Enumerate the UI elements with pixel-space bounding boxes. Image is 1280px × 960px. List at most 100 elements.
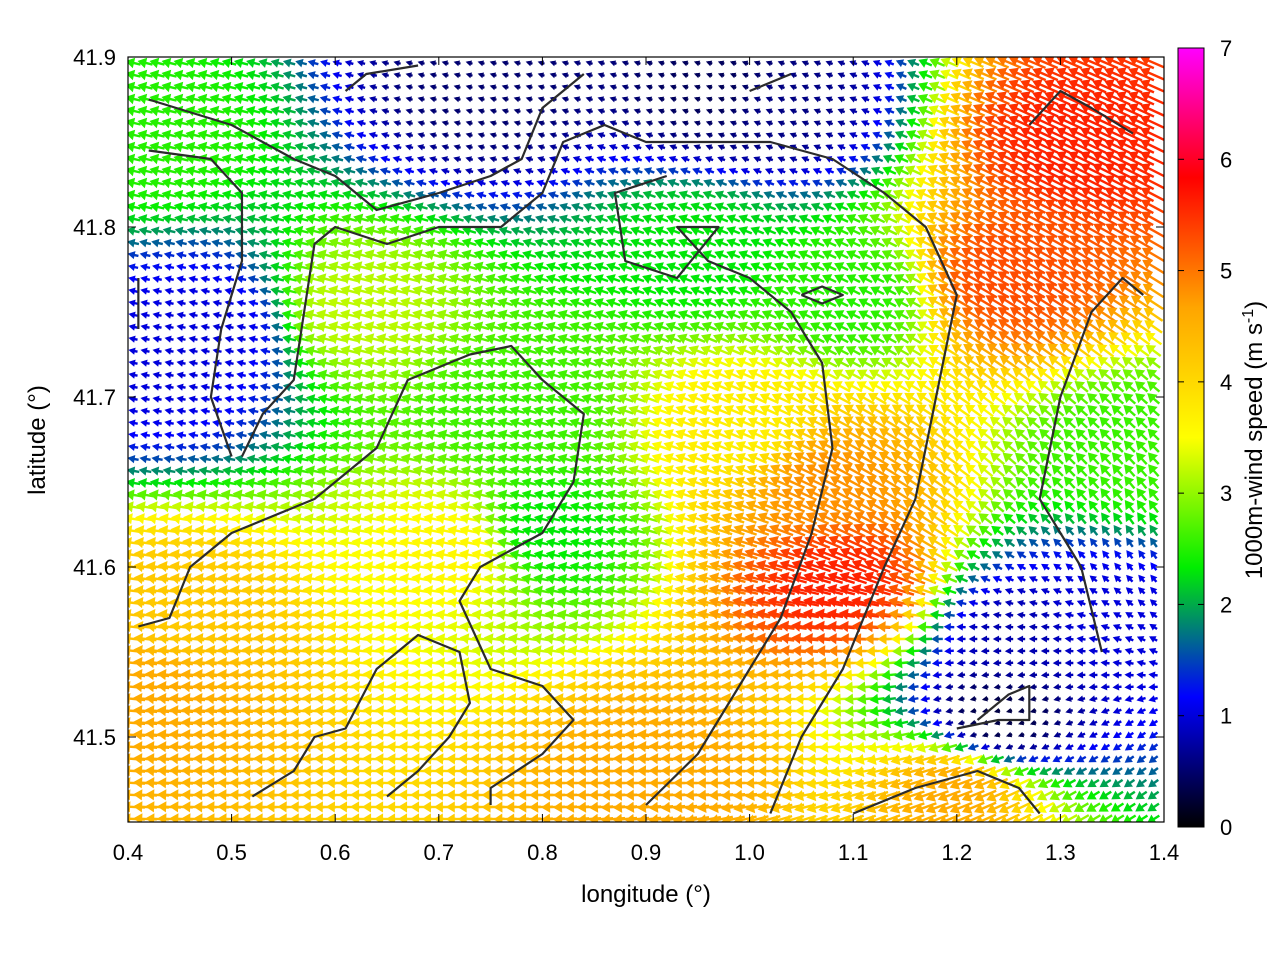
wind-arrow xyxy=(726,226,740,236)
wind-arrow xyxy=(594,310,609,320)
wind-arrow xyxy=(533,358,548,369)
wind-arrow xyxy=(426,214,440,224)
wind-arrow xyxy=(979,551,991,559)
wind-arrow xyxy=(581,442,597,453)
wind-arrow xyxy=(562,96,569,102)
wind-arrow xyxy=(490,108,497,114)
wind-arrow xyxy=(582,226,595,235)
wind-arrow xyxy=(212,263,222,271)
wind-arrow xyxy=(381,84,388,90)
wind-arrow xyxy=(742,73,748,79)
wind-arrow xyxy=(502,72,509,78)
wind-arrow xyxy=(1125,500,1134,512)
wind-arrow xyxy=(357,60,365,67)
wind-arrow xyxy=(282,322,296,332)
wind-arrow xyxy=(1100,671,1109,678)
wind-arrow xyxy=(306,406,320,416)
wind-arrow xyxy=(270,250,284,260)
wind-arrow xyxy=(646,97,653,103)
wind-arrow xyxy=(1111,417,1123,428)
wind-arrow xyxy=(1111,381,1124,391)
wind-arrow xyxy=(786,226,799,235)
wind-arrow xyxy=(509,286,524,297)
wind-arrow xyxy=(522,286,537,296)
wind-arrow xyxy=(127,455,138,463)
wind-arrow xyxy=(558,526,572,536)
wind-arrow xyxy=(994,732,1000,737)
wind-arrow xyxy=(406,96,413,102)
wind-arrow xyxy=(679,179,691,188)
wind-arrow xyxy=(320,95,331,103)
wind-arrow xyxy=(618,238,632,248)
wind-arrow xyxy=(174,178,189,188)
wind-arrow xyxy=(798,262,812,272)
wind-arrow xyxy=(307,143,320,152)
wind-arrow xyxy=(670,109,676,115)
wind-arrow xyxy=(1149,719,1158,726)
wind-arrow xyxy=(570,490,585,500)
wind-arrow xyxy=(1064,501,1074,512)
wind-arrow xyxy=(1147,393,1159,403)
wind-arrow xyxy=(834,214,848,224)
wind-arrow xyxy=(702,298,716,308)
wind-arrow xyxy=(979,538,991,547)
wind-arrow xyxy=(894,670,908,680)
wind-arrow xyxy=(799,203,811,212)
wind-arrow xyxy=(1125,612,1133,618)
wind-arrow xyxy=(161,166,176,176)
wind-arrow xyxy=(894,286,908,296)
wind-arrow xyxy=(425,261,442,272)
wind-arrow xyxy=(164,300,173,307)
wind-arrow xyxy=(594,286,608,296)
wind-arrow xyxy=(814,109,821,115)
wind-arrow xyxy=(490,60,497,66)
wind-arrow xyxy=(137,106,152,116)
wind-arrow xyxy=(969,672,977,678)
wind-arrow xyxy=(248,324,257,331)
wind-arrow xyxy=(1016,514,1027,524)
wind-arrow xyxy=(1029,672,1037,679)
wind-arrow xyxy=(569,574,584,584)
wind-arrow xyxy=(140,396,149,403)
wind-arrow xyxy=(413,406,429,417)
wind-arrow xyxy=(175,466,188,475)
wind-arrow xyxy=(258,214,272,224)
wind-arrow xyxy=(920,683,930,690)
wind-arrow xyxy=(945,696,952,702)
wind-arrow xyxy=(198,178,213,188)
wind-arrow xyxy=(473,382,488,393)
wind-arrow xyxy=(629,538,645,549)
wind-arrow xyxy=(533,454,548,465)
wind-arrow xyxy=(1065,624,1074,631)
wind-arrow xyxy=(944,647,954,654)
wind-arrow xyxy=(1113,648,1122,655)
wind-arrow xyxy=(524,191,534,199)
wind-arrow xyxy=(201,348,210,355)
wind-arrow xyxy=(437,333,454,344)
wind-arrow xyxy=(140,288,149,295)
wind-arrow xyxy=(718,121,725,127)
wind-arrow xyxy=(593,358,609,369)
wind-arrow xyxy=(1147,405,1159,416)
wind-arrow xyxy=(557,370,572,381)
wind-arrow xyxy=(944,659,953,666)
wind-arrow xyxy=(586,72,593,78)
wind-arrow xyxy=(1138,587,1145,594)
wind-arrow xyxy=(608,167,618,175)
wind-arrow xyxy=(345,72,354,79)
wind-arrow xyxy=(1148,671,1157,678)
wind-arrow xyxy=(1087,393,1099,404)
wind-arrow xyxy=(509,310,524,321)
wind-arrow xyxy=(186,202,200,212)
wind-arrow xyxy=(1005,672,1013,678)
wind-arrow xyxy=(413,249,430,260)
wind-arrow xyxy=(798,310,812,320)
wind-arrow xyxy=(658,61,664,67)
wind-arrow xyxy=(896,71,907,79)
wind-arrow xyxy=(174,214,188,224)
wind-arrow xyxy=(258,466,272,476)
wind-arrow xyxy=(786,274,800,284)
wind-arrow xyxy=(802,97,809,103)
wind-arrow xyxy=(1150,562,1157,570)
wind-arrow xyxy=(222,58,236,68)
